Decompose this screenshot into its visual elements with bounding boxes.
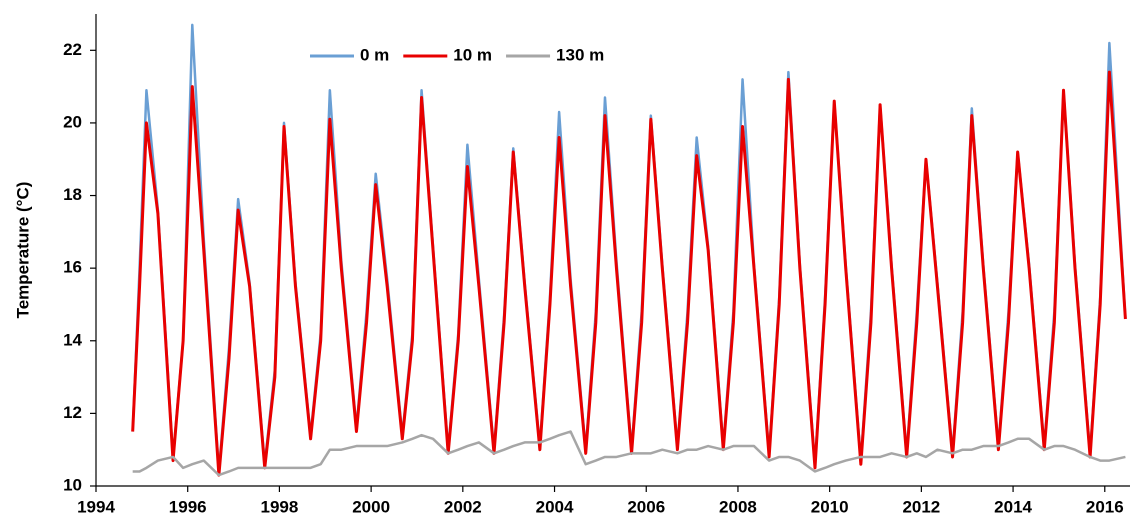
legend-label: 130 m — [556, 45, 604, 64]
x-tick-label: 2016 — [1086, 497, 1124, 516]
y-tick-label: 16 — [63, 258, 82, 277]
x-tick-label: 1998 — [261, 497, 299, 516]
x-tick-label: 2006 — [627, 497, 665, 516]
x-tick-label: 2000 — [352, 497, 390, 516]
y-axis-title: Temperature (°C) — [13, 182, 32, 319]
legend-label: 10 m — [453, 45, 492, 64]
x-tick-label: 1994 — [77, 497, 115, 516]
series-line — [132, 430, 1126, 477]
x-tick-label: 2014 — [994, 497, 1032, 516]
x-tick-label: 2012 — [902, 497, 940, 516]
x-tick-label: 2008 — [719, 497, 757, 516]
y-tick-label: 18 — [63, 185, 82, 204]
y-tick-label: 12 — [63, 403, 82, 422]
x-tick-label: 2004 — [536, 497, 574, 516]
y-tick-label: 10 — [63, 475, 82, 494]
y-tick-label: 20 — [63, 112, 82, 131]
y-tick-label: 22 — [63, 40, 82, 59]
x-tick-label: 2002 — [444, 497, 482, 516]
y-tick-label: 14 — [63, 330, 82, 349]
legend-label: 0 m — [360, 45, 389, 64]
x-tick-label: 2010 — [811, 497, 849, 516]
x-tick-label: 1996 — [169, 497, 207, 516]
series-line — [131, 70, 1127, 477]
